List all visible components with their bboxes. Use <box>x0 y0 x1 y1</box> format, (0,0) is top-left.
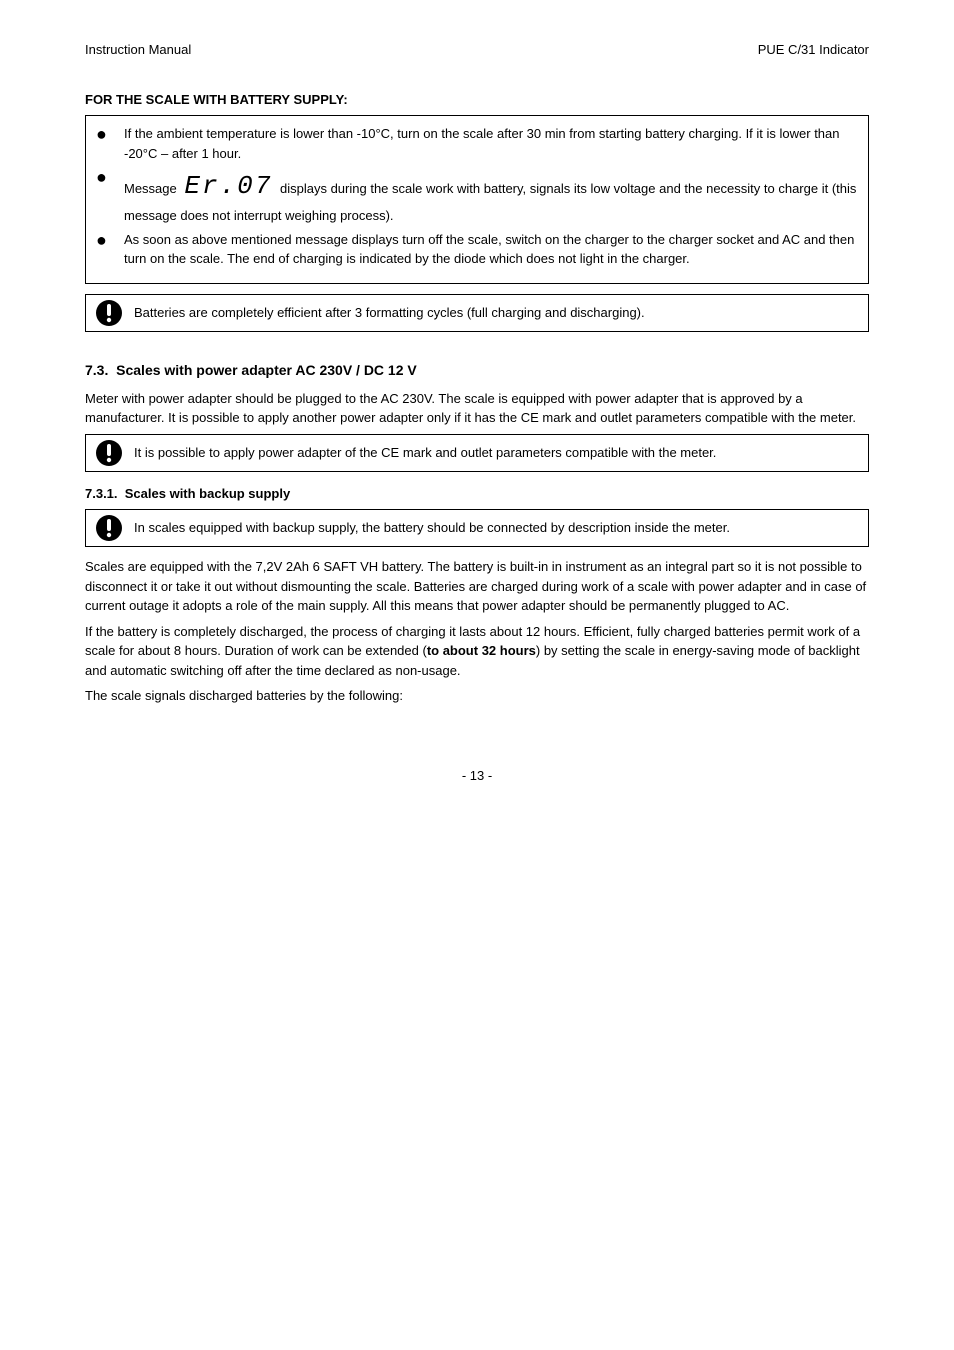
exclamation-icon <box>94 299 124 327</box>
bullet-text: Message Er.07 displays during the scale … <box>124 167 858 226</box>
section-heading: 7.3. Scales with power adapter AC 230V /… <box>85 360 869 381</box>
bullet-text: As soon as above mentioned message displ… <box>124 230 858 269</box>
admonition-box: Batteries are completely efficient after… <box>85 294 869 332</box>
bullet-dot-icon: ● <box>96 124 124 163</box>
bullet-item: ● Message Er.07 displays during the scal… <box>96 167 858 226</box>
admonition-text: Batteries are completely efficient after… <box>134 303 860 323</box>
body-paragraph: The scale signals discharged batteries b… <box>85 686 869 706</box>
admonition-text: It is possible to apply power adapter of… <box>134 443 860 463</box>
header-right: PUE C/31 Indicator <box>758 40 869 60</box>
admonition-box: In scales equipped with backup supply, t… <box>85 509 869 547</box>
body-paragraph: If the battery is completely discharged,… <box>85 622 869 681</box>
admonition-text: In scales equipped with backup supply, t… <box>134 518 860 538</box>
error-code-display: Er.07 <box>180 171 276 201</box>
subsection-heading: 7.3.1. Scales with backup supply <box>85 484 869 504</box>
page-header: Instruction Manual PUE C/31 Indicator <box>85 40 869 60</box>
bullet-dot-icon: ● <box>96 167 124 226</box>
page-number: - 13 - <box>85 766 869 786</box>
body-paragraph: Meter with power adapter should be plugg… <box>85 389 869 428</box>
battery-notes-box: ● If the ambient temperature is lower th… <box>85 115 869 284</box>
exclamation-icon <box>94 439 124 467</box>
bullet-text: If the ambient temperature is lower than… <box>124 124 858 163</box>
bullet-item: ● As soon as above mentioned message dis… <box>96 230 858 269</box>
exclamation-icon <box>94 514 124 542</box>
body-paragraph: Scales are equipped with the 7,2V 2Ah 6 … <box>85 557 869 616</box>
admonition-box: It is possible to apply power adapter of… <box>85 434 869 472</box>
scale-battery-heading: FOR THE SCALE WITH BATTERY SUPPLY: <box>85 90 869 110</box>
bullet-dot-icon: ● <box>96 230 124 269</box>
header-left: Instruction Manual <box>85 40 191 60</box>
bullet-item: ● If the ambient temperature is lower th… <box>96 124 858 163</box>
